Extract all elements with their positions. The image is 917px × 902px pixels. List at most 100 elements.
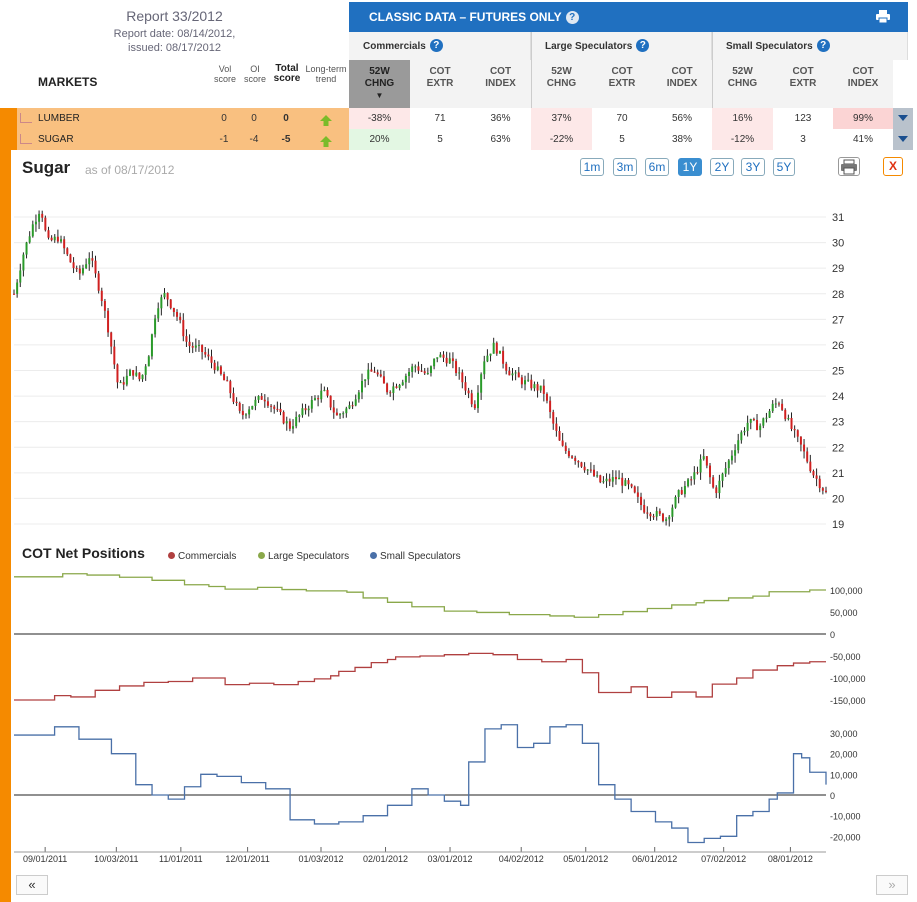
candle-body [489, 353, 492, 356]
candle-body [276, 408, 279, 410]
candle-body [332, 407, 335, 413]
candle-body [125, 375, 128, 385]
range-button-5y[interactable]: 5Y [773, 158, 795, 176]
candle-body [737, 440, 740, 451]
candle-body [799, 436, 802, 445]
candle-body [743, 430, 746, 433]
legend-large-speculators[interactable]: Large Speculators [258, 551, 349, 562]
candle-body [451, 358, 454, 362]
market-name[interactable]: LUMBER [38, 113, 80, 124]
column-header-52w-chng[interactable]: 52W CHNG [531, 60, 592, 108]
candle-body [386, 383, 389, 393]
candle-body [229, 381, 232, 394]
y-tick-label: 24 [832, 391, 844, 403]
mini-chart-icon[interactable] [20, 113, 32, 123]
column-header-cot-extr[interactable]: COT EXTR [410, 60, 470, 108]
candle-body [273, 406, 276, 409]
group-header-small-speculators: Small Speculators? [712, 32, 908, 60]
mini-chart-icon[interactable] [20, 134, 32, 144]
candle-body [72, 262, 75, 269]
row-dropdown-button[interactable] [893, 108, 913, 129]
candle-body [498, 350, 501, 354]
table-cell: 63% [490, 134, 511, 145]
x-tick-label: 07/02/2012 [701, 854, 746, 864]
candle-body [762, 418, 765, 426]
vol-score-header[interactable]: Vol score [213, 64, 236, 84]
triangle-down-icon [898, 115, 908, 121]
candle-body [411, 366, 414, 372]
candle-body [241, 410, 244, 416]
report-title: Report 33/2012 [126, 8, 223, 24]
x-tick-label: 05/01/2012 [563, 854, 608, 864]
x-tick-label: 01/03/2012 [298, 854, 343, 864]
candle-body [448, 358, 451, 364]
column-header-cot-index[interactable]: COT INDEX [652, 60, 712, 108]
candle-body [483, 361, 486, 375]
triangle-down-icon [898, 136, 908, 142]
chart-close-button[interactable]: X [883, 157, 903, 176]
oi-score-header[interactable]: OI score [243, 64, 266, 84]
candle-body [539, 385, 542, 391]
legend-dot [370, 552, 377, 559]
range-button-3m[interactable]: 3m [613, 158, 637, 176]
candle-body [282, 412, 285, 424]
candle-body [141, 374, 144, 380]
print-icon[interactable] [876, 10, 890, 23]
candle-body [60, 239, 63, 242]
x-tick-label: 08/01/2012 [768, 854, 813, 864]
y-tick-label: 19 [832, 519, 844, 531]
y-tick-label: 0 [830, 791, 835, 801]
help-icon[interactable]: ? [429, 39, 443, 52]
candle-body [119, 382, 122, 384]
candle-body [677, 490, 680, 497]
candle-body [571, 456, 574, 458]
candle-body [426, 372, 429, 374]
column-header-cot-extr[interactable]: COT EXTR [592, 60, 652, 108]
table-cell: 5 [437, 134, 443, 145]
chart-print-button[interactable] [838, 157, 860, 176]
range-button-3y[interactable]: 3Y [741, 158, 765, 176]
table-row[interactable] [17, 108, 349, 129]
column-header-cot-index[interactable]: COT INDEX [470, 60, 531, 108]
candle-body [210, 356, 213, 363]
candle-body [502, 350, 505, 364]
candle-body [458, 372, 461, 374]
candle-body [671, 507, 674, 517]
candle-body [34, 221, 37, 225]
range-button-1m[interactable]: 1m [580, 158, 604, 176]
series-line-large-speculators [14, 573, 826, 618]
prev-button[interactable]: « [16, 875, 48, 895]
legend-small-speculators[interactable]: Small Speculators [370, 551, 461, 562]
candle-body [69, 254, 72, 263]
legend-commercials[interactable]: Commercials [168, 551, 236, 562]
trend-header[interactable]: Long-term trend [305, 64, 347, 84]
candle-body [169, 299, 172, 308]
candle-body [530, 379, 533, 389]
next-button[interactable]: » [876, 875, 908, 895]
range-button-1y[interactable]: 1Y [678, 158, 702, 176]
candle-body [486, 355, 489, 362]
help-icon[interactable]: ? [636, 39, 650, 52]
candle-body [646, 512, 649, 514]
candle-body [724, 468, 727, 474]
candle-body [16, 282, 19, 294]
total-score-header[interactable]: Total score [273, 63, 301, 84]
column-header-cot-extr[interactable]: COT EXTR [773, 60, 833, 108]
candle-body [417, 366, 420, 371]
help-icon[interactable]: ? [565, 11, 579, 24]
candle-body [226, 380, 229, 382]
column-header-cot-index[interactable]: COT INDEX [833, 60, 893, 108]
market-name[interactable]: SUGAR [38, 134, 74, 145]
help-icon[interactable]: ? [816, 39, 830, 52]
range-button-2y[interactable]: 2Y [710, 158, 734, 176]
column-header-52w-chng[interactable]: 52W CHNG ▼ [349, 60, 410, 108]
vol-score-value: -1 [219, 134, 229, 145]
legend-dot [168, 552, 175, 559]
table-row[interactable] [17, 129, 349, 150]
row-dropdown-button[interactable] [893, 129, 913, 150]
candle-body [627, 480, 630, 485]
y-tick-label: 29 [832, 263, 844, 275]
column-header-52w-chng[interactable]: 52W CHNG [712, 60, 773, 108]
y-tick-label: -150,000 [830, 696, 866, 706]
range-button-6m[interactable]: 6m [645, 158, 669, 176]
